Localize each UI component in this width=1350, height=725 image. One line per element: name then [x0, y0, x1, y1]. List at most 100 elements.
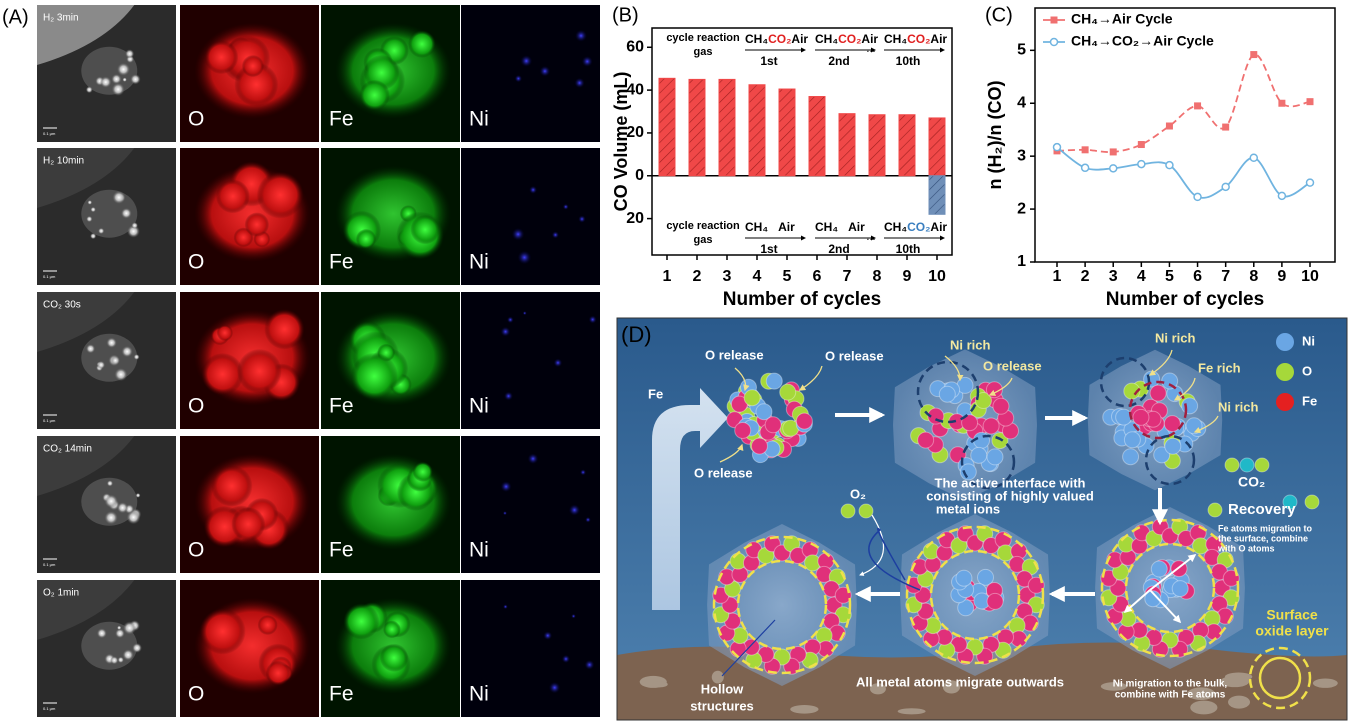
schematic-label: O release	[825, 348, 884, 363]
blob	[257, 615, 278, 636]
legend-swatch	[1276, 363, 1294, 381]
speck	[506, 316, 514, 324]
micrograph	[180, 148, 319, 285]
blob	[359, 79, 390, 111]
schematic-label: Ni rich	[950, 337, 991, 352]
bar	[928, 117, 946, 177]
speck	[116, 62, 131, 76]
speck	[115, 628, 125, 639]
micrograph	[461, 580, 600, 717]
blob	[241, 54, 264, 78]
step-ordinal: 1st	[760, 242, 777, 256]
condition-label: CO₂ 14min	[43, 444, 92, 455]
gas-sequence: CH₄CO₂Air	[745, 32, 808, 46]
speck	[104, 494, 118, 508]
scale-bar-label: 0.1 μm	[43, 562, 56, 567]
schematic-label: metal ions	[936, 501, 1000, 516]
atom	[1115, 408, 1133, 426]
speck	[135, 492, 141, 498]
speck	[122, 649, 134, 661]
speck	[553, 358, 563, 368]
blob	[199, 608, 246, 655]
schematic-label: Recovery	[1228, 501, 1296, 518]
gas: Air	[930, 32, 947, 46]
x-tick-label: 2	[1081, 268, 1090, 285]
speck	[85, 86, 93, 94]
speck	[511, 227, 525, 241]
speck	[529, 185, 538, 194]
atom	[938, 385, 956, 403]
micrograph	[321, 5, 460, 142]
y-tick-label: 20	[626, 210, 644, 227]
gas: CH₄	[745, 32, 768, 46]
step-ordinal: 2nd	[828, 242, 849, 256]
x-tick-label: 5	[783, 268, 792, 285]
x-tick-label: 3	[723, 268, 732, 285]
condition-label: O₂ 1min	[43, 588, 79, 599]
marker	[1165, 122, 1173, 130]
legend-label: CH₄→Air Cycle	[1071, 11, 1173, 27]
image-frame	[461, 292, 600, 429]
speck	[500, 326, 511, 337]
speck	[561, 654, 571, 664]
ellipsis: ...	[866, 231, 875, 243]
blob	[379, 643, 409, 672]
atom	[982, 417, 1000, 435]
speck	[110, 355, 120, 366]
scale-bar-label: 0.1 μm	[43, 274, 56, 279]
speck	[110, 656, 119, 665]
pebble	[1100, 682, 1128, 691]
micrograph	[321, 580, 460, 717]
micrograph	[180, 580, 319, 717]
speck	[580, 469, 587, 476]
gas-sequence: CH₄CO₂Air	[884, 32, 947, 46]
interface-ring	[960, 434, 1016, 490]
speck	[543, 631, 553, 641]
callout-line	[1193, 415, 1219, 434]
gas: CH₄	[745, 220, 768, 234]
bar	[748, 84, 766, 177]
element-label: Fe	[329, 251, 354, 274]
micrograph	[37, 292, 176, 429]
speck	[90, 232, 97, 240]
element-label: Fe	[329, 108, 354, 131]
condition-label: H₂ 3min	[43, 13, 79, 24]
callout-line	[1148, 349, 1173, 376]
x-axis-title: Number of cycles	[723, 289, 881, 310]
y-tick-label: 2	[1017, 200, 1026, 217]
enrichment-ring	[1099, 356, 1151, 408]
schematic-label: structures	[690, 698, 754, 713]
atom	[1122, 448, 1140, 466]
migration-arrow	[1149, 554, 1197, 591]
marker	[1250, 51, 1258, 59]
scale-bar-label: 0.1 μm	[43, 131, 56, 136]
gas-sequence: CH₄CO₂Air	[815, 32, 878, 46]
y-tick-label: 40	[626, 81, 644, 98]
x-tick-label: 6	[813, 268, 822, 285]
speck	[86, 215, 93, 223]
speck	[502, 511, 508, 516]
enrichment-ring	[1144, 434, 1196, 486]
atom	[961, 414, 979, 432]
legend-label: Ni	[1302, 333, 1315, 348]
atom	[992, 397, 1010, 415]
atom	[986, 448, 1004, 466]
x-tick-label: 10	[1301, 268, 1319, 285]
gas: CO₂	[768, 32, 791, 46]
schematic-label: the surface, combine	[1218, 533, 1308, 543]
speck	[111, 73, 122, 85]
element-label: O	[188, 108, 204, 131]
x-tick-label: 10	[928, 268, 946, 285]
pebble	[897, 708, 926, 715]
blob	[264, 309, 305, 350]
ellipsis: ...	[866, 43, 875, 55]
image-frame	[461, 5, 600, 142]
image-shade	[37, 148, 135, 208]
atom	[991, 432, 1009, 450]
series-line	[1056, 146, 1311, 199]
atom	[764, 416, 782, 434]
x-tick-label: 6	[1193, 268, 1202, 285]
speck	[87, 200, 93, 205]
schematic-label: CO₂	[1238, 474, 1265, 490]
atom	[974, 392, 992, 410]
